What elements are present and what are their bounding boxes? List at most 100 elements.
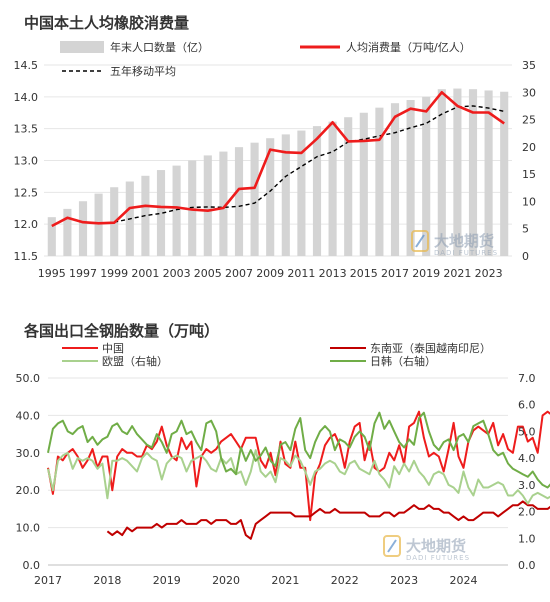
x-tick-label: 2020 bbox=[212, 574, 240, 587]
legend-swatch bbox=[60, 41, 104, 53]
y-right-tick-label: 1.0 bbox=[518, 532, 536, 545]
x-tick-label: 2005 bbox=[194, 267, 222, 280]
y-left-tick-label: 14.5 bbox=[14, 59, 39, 72]
series-line bbox=[47, 411, 550, 489]
y-right-tick-label: 15 bbox=[522, 168, 536, 181]
y-right-tick-label: 5 bbox=[522, 223, 529, 236]
watermark-name: 大地期货 bbox=[406, 537, 466, 555]
chart1-bars bbox=[47, 88, 509, 257]
logo-mark bbox=[411, 230, 429, 252]
y-left-tick-label: 50.0 bbox=[16, 372, 41, 385]
legend-label: 五年移动平均 bbox=[110, 64, 176, 78]
x-tick-label: 2019 bbox=[412, 267, 440, 280]
bar bbox=[328, 121, 337, 256]
y-right-tick-label: 10 bbox=[522, 195, 536, 208]
bar bbox=[422, 96, 431, 256]
y-right-tick-label: 2.0 bbox=[518, 506, 536, 519]
legend-label: 中国 bbox=[102, 342, 124, 355]
y-left-tick-label: 14.0 bbox=[14, 91, 39, 104]
bar bbox=[47, 217, 56, 256]
watermark-sub: DADI FUTURES bbox=[406, 554, 470, 562]
y-left-tick-label: 11.5 bbox=[14, 250, 39, 263]
x-tick-label: 2007 bbox=[225, 267, 253, 280]
chart-steel-tire-exports: 各国出口全钢胎数量（万吨） 中国 东南亚（泰国越南印尼）欧盟（右轴） 日韩（右轴） … bbox=[16, 322, 550, 587]
bar bbox=[188, 160, 197, 256]
bar bbox=[484, 90, 493, 256]
y-left-tick-label: 10.0 bbox=[16, 522, 41, 535]
chart2-legend: 中国 东南亚（泰国越南印尼） 欧盟（右轴） 日韩（右轴） bbox=[62, 341, 491, 368]
y-right-tick-label: 25 bbox=[522, 114, 536, 127]
bar bbox=[63, 208, 72, 256]
bar bbox=[94, 193, 103, 256]
y-right-tick-label: 0 bbox=[522, 250, 529, 263]
bar bbox=[172, 165, 181, 256]
bar bbox=[250, 142, 259, 256]
x-tick-label: 2021 bbox=[271, 574, 299, 587]
chart1-lines bbox=[51, 91, 505, 228]
chart1-legend: 年末人口数量（亿） 人均消费量（万吨/亿人） 五年移动平均 bbox=[60, 40, 471, 78]
watermark-sub: DADI FUTURES bbox=[434, 249, 498, 257]
x-tick-label: 2015 bbox=[350, 267, 378, 280]
bar bbox=[406, 100, 415, 257]
logo-mark bbox=[415, 234, 425, 248]
chart2-title: 各国出口全钢胎数量（万吨） bbox=[23, 322, 219, 340]
chart2-lines bbox=[47, 410, 550, 540]
x-tick-label: 2017 bbox=[381, 267, 409, 280]
x-tick-label: 2017 bbox=[34, 574, 62, 587]
y-right-tick-label: 7.0 bbox=[518, 372, 536, 385]
x-tick-label: 2019 bbox=[153, 574, 181, 587]
x-tick-label: 2021 bbox=[443, 267, 471, 280]
x-tick-label: 2024 bbox=[449, 574, 477, 587]
bar bbox=[453, 88, 462, 256]
bar bbox=[266, 138, 275, 256]
y-right-tick-label: 5.0 bbox=[518, 425, 536, 438]
series-line bbox=[47, 449, 550, 505]
bar bbox=[234, 147, 244, 256]
x-tick-label: 2011 bbox=[287, 267, 315, 280]
y-right-tick-label: 0.0 bbox=[518, 559, 536, 572]
bar bbox=[344, 117, 353, 256]
x-tick-label: 1999 bbox=[100, 267, 128, 280]
logo-mark bbox=[387, 539, 397, 553]
x-tick-label: 2023 bbox=[390, 574, 418, 587]
y-left-tick-label: 0.0 bbox=[23, 559, 41, 572]
x-tick-label: 2023 bbox=[475, 267, 503, 280]
series-line bbox=[47, 410, 550, 522]
chart1-axes: 11.5 12.0 12.5 13.0 13.5 14.0 14.5 0 5 10 15 20 25 30… bbox=[14, 59, 537, 280]
bar bbox=[500, 91, 509, 257]
x-tick-label: 2022 bbox=[331, 574, 359, 587]
x-tick-label: 2009 bbox=[256, 267, 284, 280]
x-tick-label: 2001 bbox=[131, 267, 159, 280]
x-tick-label: 2018 bbox=[93, 574, 121, 587]
legend-label: 日韩（右轴） bbox=[370, 354, 436, 368]
bar bbox=[78, 201, 88, 256]
y-right-tick-label: 35 bbox=[522, 59, 536, 72]
y-right-tick-label: 3.0 bbox=[518, 479, 536, 492]
chart2-axes: 0.0 10.0 20.0 30.0 40.0 50.0 0.0 1.0 2.0 3.0 4.0 5.… bbox=[16, 372, 536, 587]
bar bbox=[312, 126, 322, 257]
legend-label: 年末人口数量（亿） bbox=[110, 40, 209, 54]
chart1-title: 中国本土人均橡胶消费量 bbox=[24, 14, 189, 32]
x-tick-label: 2013 bbox=[319, 267, 347, 280]
y-left-tick-label: 20.0 bbox=[16, 484, 41, 497]
y-right-tick-label: 6.0 bbox=[518, 399, 536, 412]
watermark-name: 大地期货 bbox=[434, 232, 494, 250]
bar bbox=[297, 130, 306, 256]
moving-average-line bbox=[114, 105, 505, 223]
legend-label: 人均消费量（万吨/亿人） bbox=[346, 40, 471, 54]
bar bbox=[219, 151, 228, 256]
bar bbox=[359, 112, 368, 256]
y-left-tick-label: 13.0 bbox=[14, 155, 39, 168]
y-right-tick-label: 4.0 bbox=[518, 452, 536, 465]
bar bbox=[375, 107, 384, 256]
per-capita-line bbox=[51, 91, 505, 228]
y-right-tick-label: 20 bbox=[522, 141, 536, 154]
x-tick-label: 1995 bbox=[38, 267, 66, 280]
bar bbox=[156, 170, 166, 256]
legend-label: 东南亚（泰国越南印尼） bbox=[370, 341, 491, 355]
legend-label: 欧盟（右轴） bbox=[102, 354, 168, 368]
bar bbox=[281, 134, 290, 256]
chart-rubber-per-capita: 中国本土人均橡胶消费量 年末人口数量（亿） 人均消费量（万吨/亿人）五年移动平均 … bbox=[14, 14, 537, 280]
